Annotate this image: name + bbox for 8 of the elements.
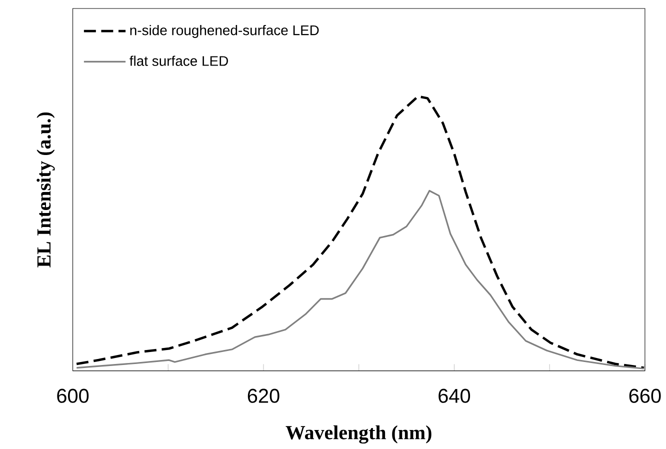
x-tick-label: 660 bbox=[629, 389, 661, 404]
x-tick-label: 620 bbox=[248, 389, 280, 404]
x-axis-title: Wavelength (nm) bbox=[286, 426, 432, 444]
legend-label: n-side roughened-surface LED bbox=[130, 25, 319, 38]
y-axis-title: EL Intensity (a.u.) bbox=[36, 112, 55, 268]
legend-label: flat surface LED bbox=[130, 56, 228, 66]
x-tick-label: 600 bbox=[57, 389, 89, 404]
x-tick-label: 640 bbox=[438, 389, 470, 404]
